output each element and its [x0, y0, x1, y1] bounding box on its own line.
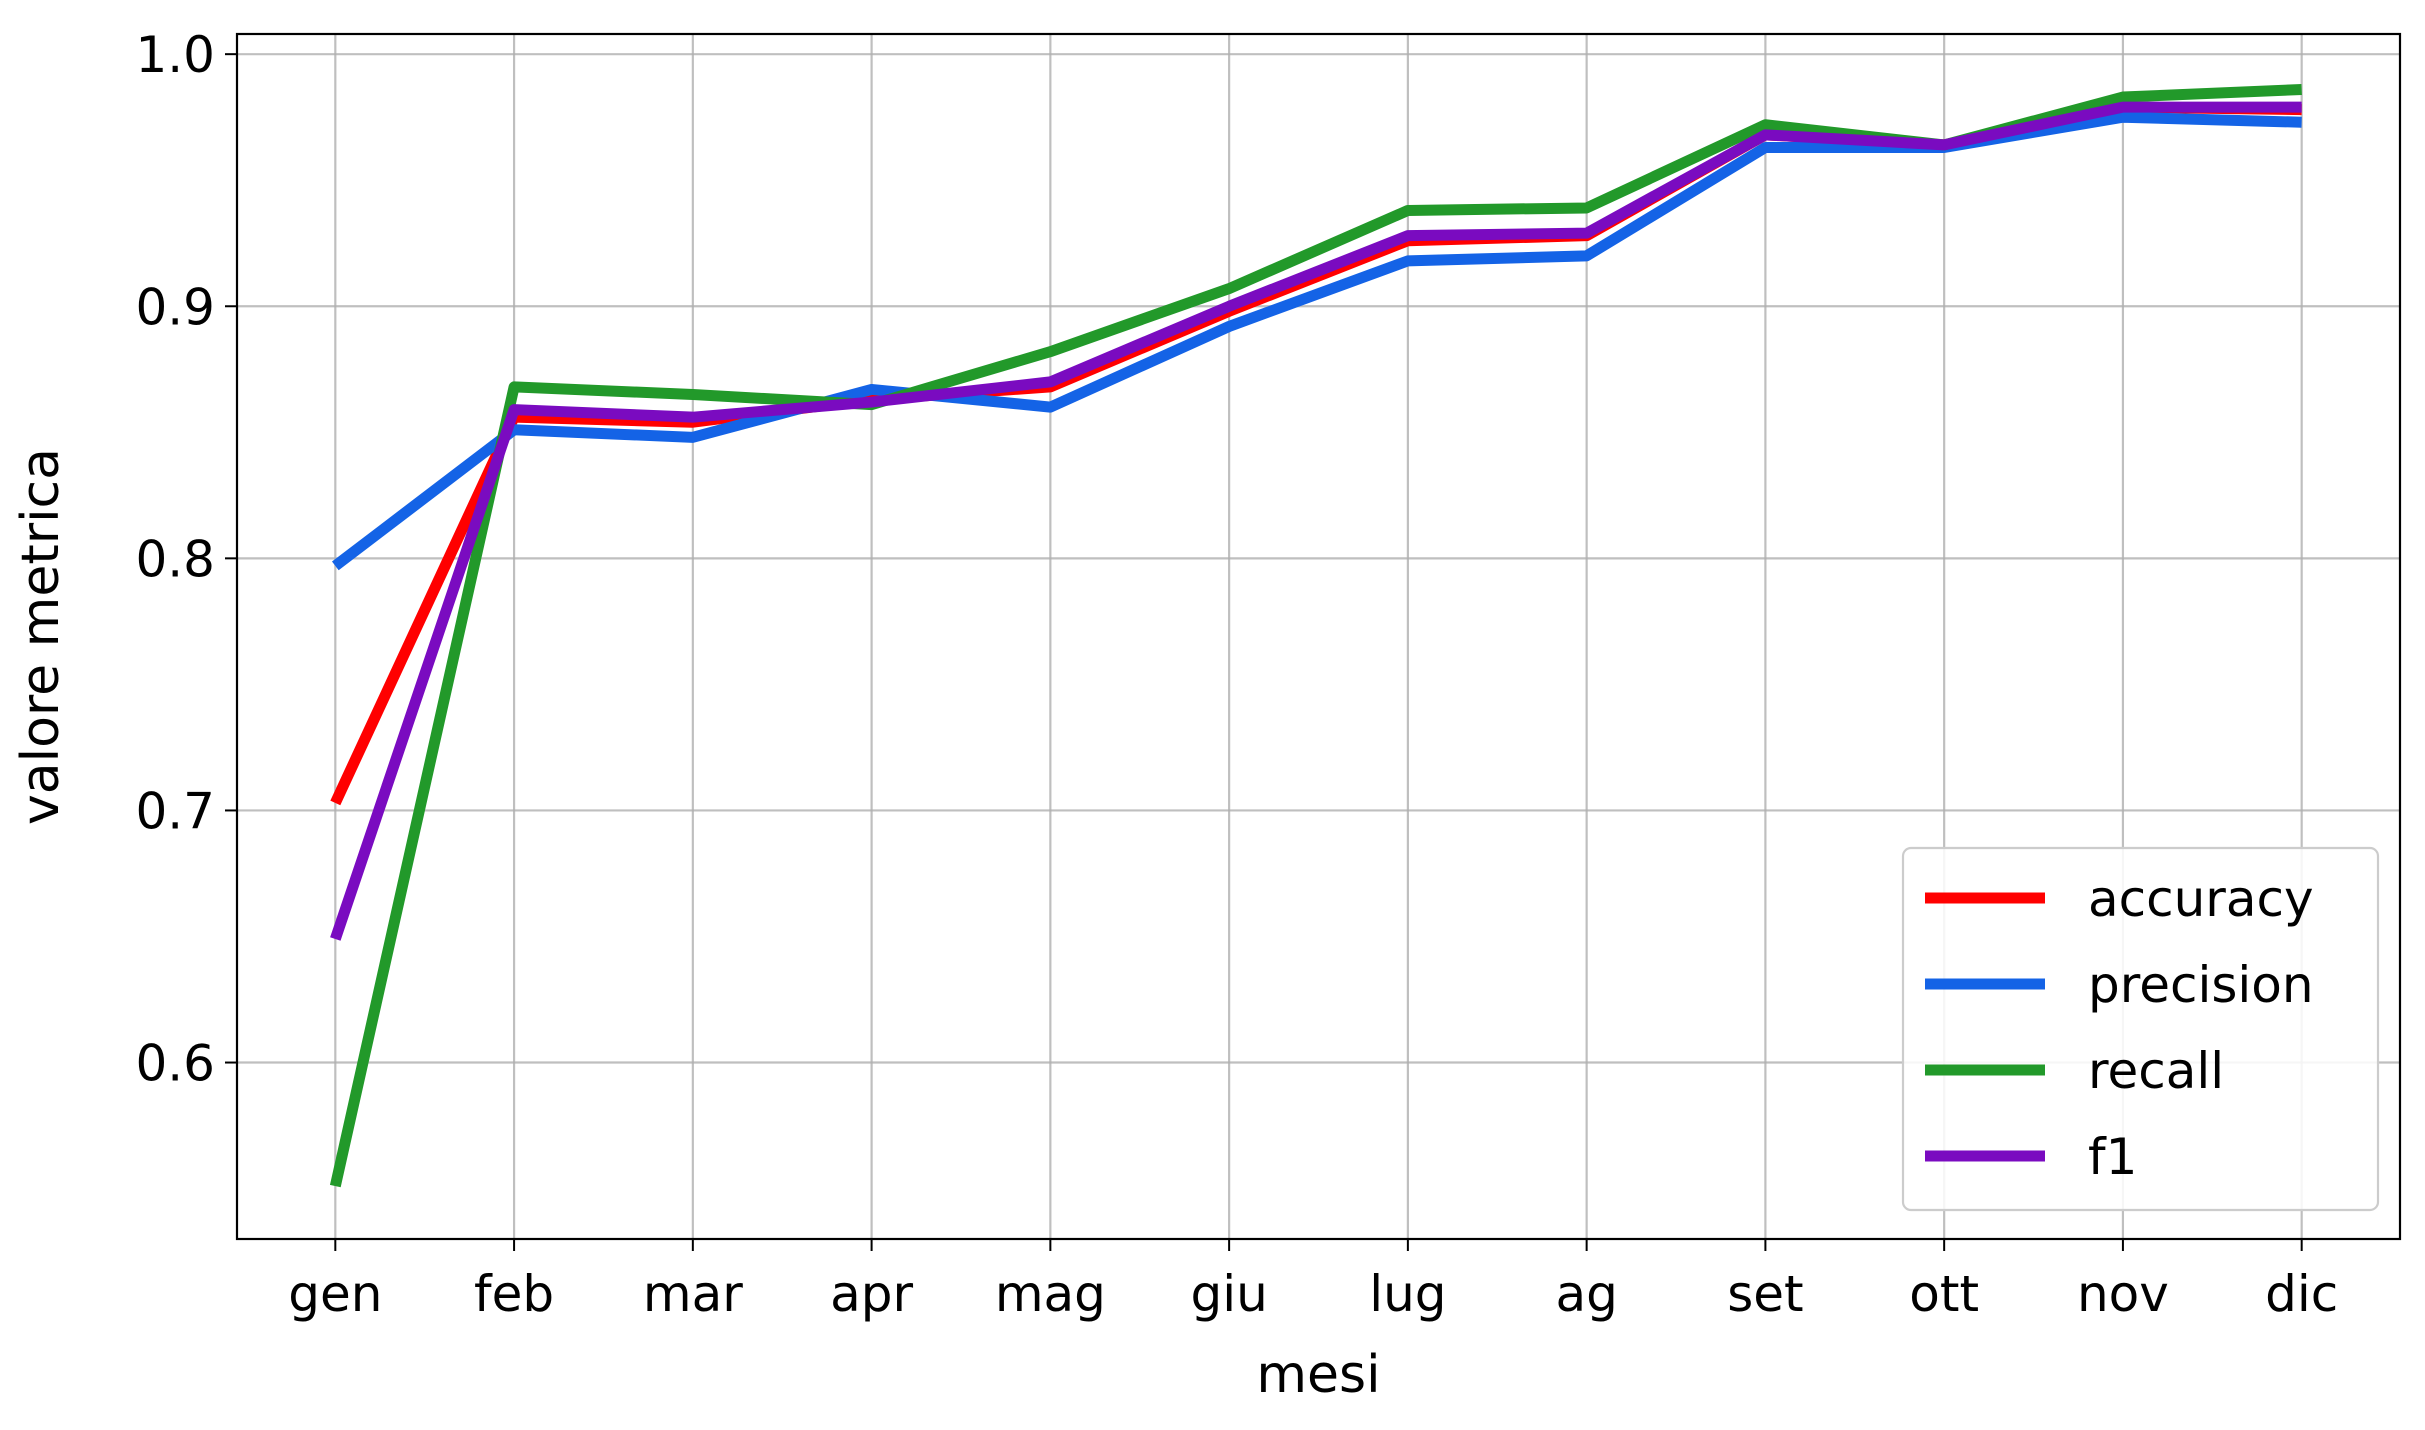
series-line-accuracy: [330, 101, 2302, 806]
legend-item-f1: f1: [1925, 1128, 2137, 1186]
legend-item-recall: recall: [1925, 1042, 2224, 1100]
legend: accuracy precision recall f1: [1901, 846, 2380, 1212]
y-tick-label: 0.9: [135, 278, 215, 336]
series-line-f1: [330, 101, 2302, 941]
x-tick-label: lug: [1369, 1265, 1446, 1323]
x-tick-label: gen: [288, 1265, 382, 1323]
y-tick-label: 0.6: [135, 1035, 215, 1093]
axis-ticks: gen feb mar apr mag giu lug ag set ott nov dic 0.6 0.…: [135, 26, 2338, 1323]
x-tick-label: apr: [830, 1265, 913, 1323]
legend-label: accuracy: [2088, 870, 2314, 928]
y-tick-label: 0.7: [135, 782, 215, 840]
x-tick-label: ag: [1555, 1265, 1617, 1323]
legend-label: recall: [2088, 1042, 2224, 1100]
y-axis-label: valore metrica: [11, 448, 71, 825]
plot-area: [235, 32, 2402, 1241]
y-tick-label: 1.0: [135, 26, 215, 84]
x-tick-label: feb: [474, 1265, 554, 1323]
series-lines: [329, 83, 2302, 1188]
legend-item-accuracy: accuracy: [1925, 870, 2314, 928]
x-tick-label: mar: [643, 1265, 743, 1323]
x-tick-label: giu: [1190, 1265, 1267, 1323]
x-tick-label: nov: [2077, 1265, 2169, 1323]
x-tick-label: ott: [1909, 1265, 1979, 1323]
x-tick-label: set: [1727, 1265, 1803, 1323]
legend-label: f1: [2088, 1128, 2137, 1186]
legend-label: precision: [2088, 956, 2314, 1014]
series-line-precision: [331, 111, 2302, 571]
legend-box: [1901, 846, 2380, 1212]
x-tick-label: dic: [2265, 1265, 2338, 1323]
x-tick-label: mag: [995, 1265, 1106, 1323]
x-axis-label: mesi: [1256, 1345, 1380, 1405]
y-tick-label: 0.8: [135, 530, 215, 588]
legend-item-precision: precision: [1925, 956, 2314, 1014]
